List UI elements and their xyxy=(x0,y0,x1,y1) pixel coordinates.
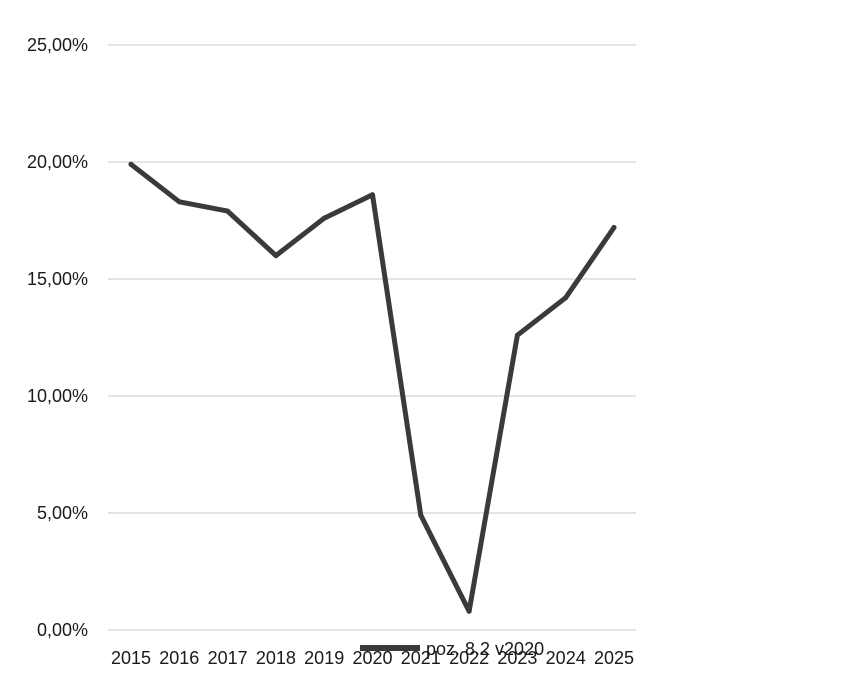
data-point xyxy=(418,512,424,518)
y-axis-tick-labels: 0,00% 5,00% 10,00% 15,00% 20,00% 25,00% xyxy=(27,35,88,640)
x-tick-label: 2023 xyxy=(497,648,537,668)
gridlines xyxy=(108,44,636,631)
data-point xyxy=(273,253,279,259)
data-point xyxy=(370,192,375,198)
x-tick-label: 2019 xyxy=(304,648,344,668)
y-tick-label: 10,00% xyxy=(27,386,88,406)
x-tick-label: 2017 xyxy=(208,648,248,668)
y-tick-label: 0,00% xyxy=(37,620,88,640)
data-point xyxy=(128,161,134,167)
x-tick-label: 2020 xyxy=(352,648,392,668)
x-tick-label: 2022 xyxy=(449,648,489,668)
legend-label: poz. 8.2 v2020 xyxy=(426,639,544,659)
y-tick-label: 15,00% xyxy=(27,269,88,289)
x-tick-label: 2016 xyxy=(159,648,199,668)
data-point xyxy=(611,225,617,231)
series-line xyxy=(128,161,617,614)
x-tick-label: 2015 xyxy=(111,648,151,668)
data-point xyxy=(176,199,182,205)
x-tick-label: 2018 xyxy=(256,648,296,668)
data-point xyxy=(225,208,231,214)
x-tick-label: 2025 xyxy=(594,648,634,668)
y-tick-label: 25,00% xyxy=(27,35,88,55)
legend: poz. 8.2 v2020 xyxy=(360,639,544,659)
y-tick-label: 5,00% xyxy=(37,503,88,523)
data-point xyxy=(321,215,327,221)
x-tick-label: 2024 xyxy=(546,648,586,668)
x-axis-tick-labels: 2015 2016 2017 2018 2019 2020 2021 2022 2023 2024… xyxy=(111,648,634,668)
data-point xyxy=(514,332,520,338)
data-point xyxy=(563,295,569,301)
x-tick-label: 2021 xyxy=(401,648,441,668)
data-point xyxy=(466,608,472,614)
y-tick-label: 20,00% xyxy=(27,152,88,172)
series-lines xyxy=(128,161,617,614)
